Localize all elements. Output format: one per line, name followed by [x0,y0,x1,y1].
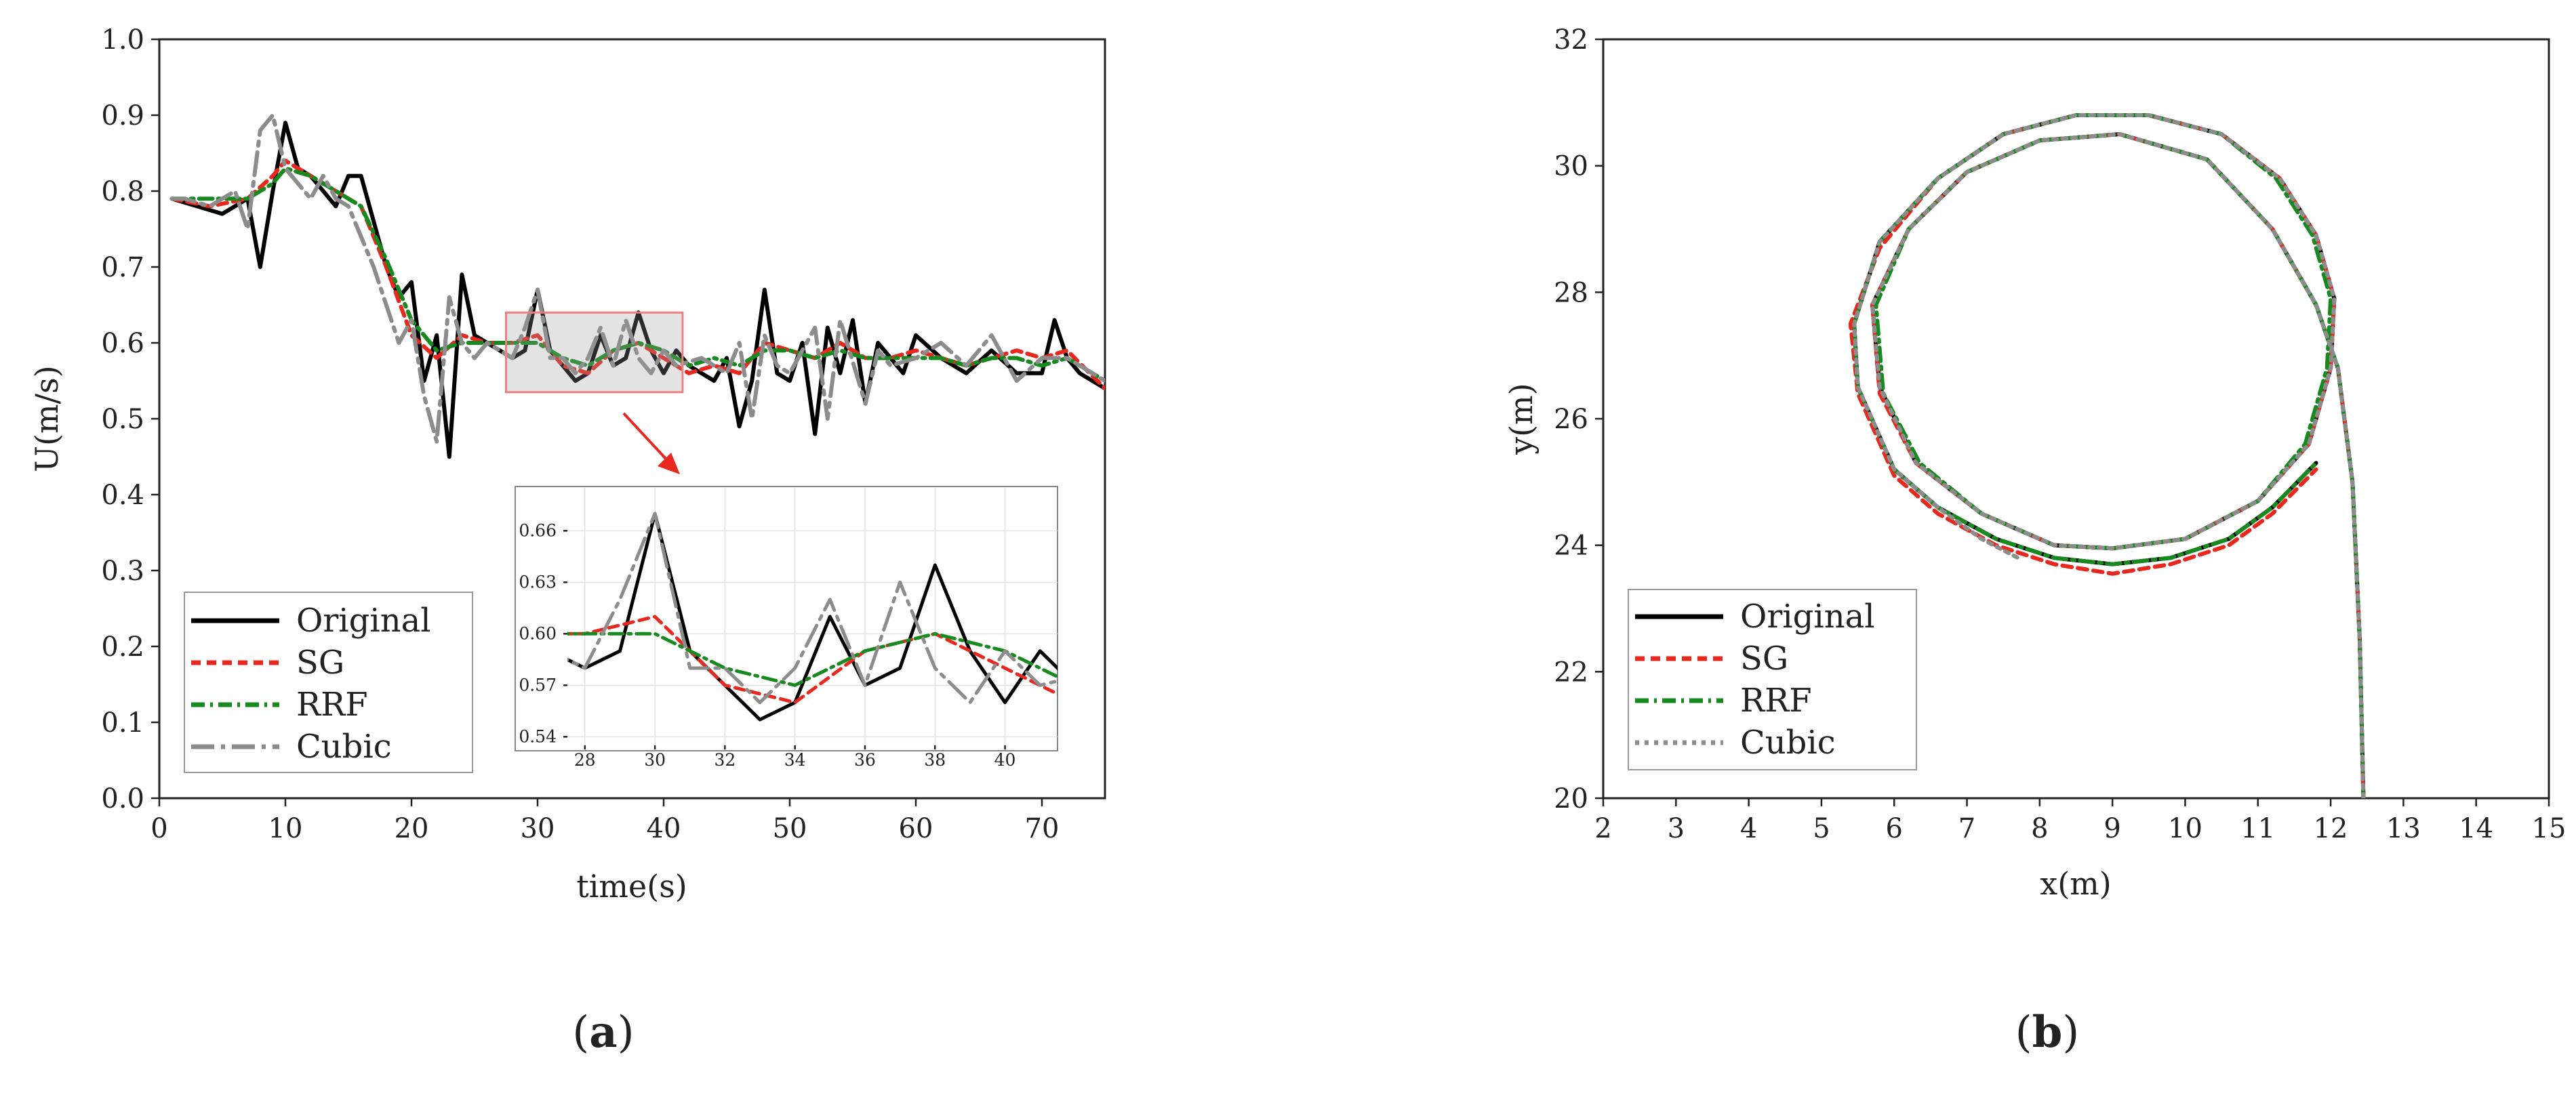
chart-b-series [1848,113,2366,798]
caption-a: (a) [572,1007,634,1058]
inset-line-cubic [567,512,1058,705]
chart-b-ytick-label: 22 [1554,657,1588,688]
chart-b-legend-label: Cubic [1740,724,1836,762]
chart-a-ytick-label: 0.4 [101,480,144,511]
chart-b-xtick-label: 11 [2240,813,2275,844]
caption-b: (b) [2015,1007,2080,1058]
inset-ytick-label: 0.63 [519,572,557,592]
chart-b-legend-label: RRF [1740,682,1812,720]
chart-a-zoom-region [505,311,684,394]
chart-b-line-original [1852,113,2366,798]
inset-grid [567,488,1058,745]
chart-a-legend-label: SG [296,644,344,682]
chart-b-xtick-label: 13 [2386,813,2421,844]
chart-a-ytick-label: 0.2 [101,632,144,663]
chart-b-line-sg [1848,113,2366,798]
chart-a-ytick-label: 0.1 [101,707,144,739]
chart-a-line-original [169,121,1105,459]
chart-b-ytick-label: 20 [1554,783,1588,814]
inset-series [567,512,1058,722]
inset-ytick-label: 0.66 [519,520,557,540]
chart-a-xtick-label: 60 [899,813,933,844]
chart-b-xtick-label: 10 [2168,813,2202,844]
chart-a-ytick-label: 0.6 [101,328,144,359]
chart-a-legend-label: RRF [296,686,368,724]
chart-b-xtick-label: 9 [2104,813,2120,844]
chart-b-legend-label: Original [1740,598,1875,636]
chart-a-ytick-label: 1.0 [101,24,144,56]
inset-ytick-label: 0.54 [519,726,557,746]
chart-a-ytick-label: 0.8 [101,176,144,207]
inset-line-original [567,512,1058,722]
chart-b-ytick-label: 26 [1554,404,1588,435]
chart-a-xtick-label: 50 [773,813,807,844]
inset-line-rrf [567,632,1058,687]
chart-a-legend: Original SG RRF Cubic [184,592,473,773]
chart-b-xtick-label: 14 [2459,813,2493,844]
inset-xtick-label: 28 [574,750,596,770]
chart-a-inset: 28 30 32 34 36 38 40 0.54 0.57 0.60 0.63 0.66 [515,486,1058,770]
chart-a-xtick-label: 0 [150,813,167,844]
chart-b-ylabel: y(m) [1503,383,1539,455]
chart-b-xtick-label: 7 [1958,813,1975,844]
inset-xtick-label: 30 [644,750,666,770]
inset-xtick-label: 34 [784,750,806,770]
chart-b-xtick-label: 15 [2532,813,2567,844]
chart-b-ticks: 2 3 4 5 6 7 8 9 10 11 12 13 14 15 20 22 24 26 28 30 32 [1554,24,2566,844]
chart-b-ytick-label: 24 [1554,531,1588,562]
chart-b: 2 3 4 5 6 7 8 9 10 11 12 13 14 15 20 22 24 26 28 30 32 Origi… [1503,24,2566,902]
chart-a-xtick-label: 10 [268,813,303,844]
inset-xtick-label: 36 [854,750,876,770]
chart-b-line-cubic [1852,113,2366,798]
inset-background [515,486,1058,751]
chart-b-legend-label: SG [1740,640,1788,678]
zoom-arrow [622,412,680,474]
chart-a-xtick-label: 40 [647,813,681,844]
chart-a-ylabel: U(m/s) [28,365,65,472]
chart-a-ytick-label: 0.7 [101,252,144,283]
chart-a-legend-label: Original [296,602,431,640]
chart-b-legend: Original SG RRF Cubic [1628,589,1917,770]
inset-ticks: 28 30 32 34 36 38 40 0.54 0.57 0.60 0.63 0.66 [519,520,1015,770]
inset-ytick-label: 0.60 [519,623,557,643]
chart-a-series [169,113,1105,459]
chart-a-line-rrf [169,166,1105,383]
inset-ytick-label: 0.57 [519,675,557,695]
chart-b-ytick-label: 30 [1554,151,1588,182]
chart-a-legend-label: Cubic [296,728,392,766]
inset-xtick-label: 38 [924,750,946,770]
inset-xtick-label: 32 [714,750,736,770]
inset-xtick-label: 40 [994,750,1016,770]
chart-a-ytick-label: 0.0 [101,783,144,814]
chart-b-xtick-label: 4 [1740,813,1757,844]
chart-b-ytick-label: 28 [1554,277,1588,308]
chart-b-xlabel: x(m) [2040,865,2111,902]
chart-b-xtick-label: 12 [2314,813,2348,844]
chart-a-line-cubic [169,113,1105,444]
chart-b-xtick-label: 8 [2031,813,2048,844]
chart-a-ytick-label: 0.3 [101,556,144,587]
chart-a-xlabel: time(s) [576,868,687,905]
chart-a-xtick-label: 70 [1025,813,1060,844]
chart-b-xtick-label: 6 [1886,813,1903,844]
chart-b-xtick-label: 3 [1668,813,1685,844]
chart-a-xtick-label: 30 [521,813,555,844]
chart-b-xtick-label: 2 [1594,813,1611,844]
chart-a: 0 10 20 30 40 50 60 70 0.0 0.1 0.2 0.3 0.4 0.5 0.6 0.7 0… [28,24,1106,905]
chart-a-ytick-label: 0.5 [101,404,144,435]
chart-a-ticks: 0 10 20 30 40 50 60 70 0.0 0.1 0.2 0.3 0.4 0.5 0.6 0.7 0… [101,24,1059,844]
chart-b-xtick-label: 5 [1813,813,1830,844]
chart-b-line-rrf [1852,113,2366,798]
chart-b-ytick-label: 32 [1554,24,1588,56]
chart-b-legend-box [1628,589,1917,770]
chart-a-ytick-label: 0.9 [101,100,144,131]
chart-a-xtick-label: 20 [395,813,429,844]
